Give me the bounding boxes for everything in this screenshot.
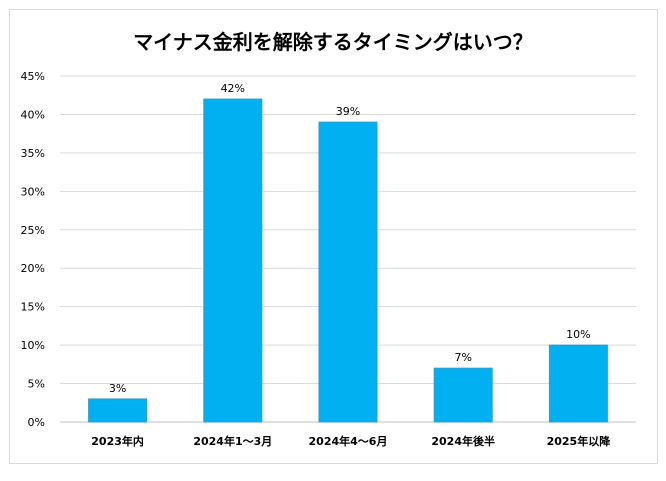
bar (433, 367, 493, 423)
x-tick-label: 2024年1～3月 (193, 434, 272, 448)
data-label: 3% (109, 382, 126, 395)
x-tick-label: 2024年4～6月 (309, 434, 388, 448)
chart-title: マイナス金利を解除するタイミングはいつ？ (133, 30, 533, 54)
data-label: 7% (454, 351, 471, 364)
y-tick-label: 45% (21, 70, 45, 83)
y-tick-label: 15% (21, 301, 45, 314)
x-tick-label: 2024年後半 (431, 434, 495, 448)
x-tick-label: 2025年以降 (547, 434, 612, 448)
bar (548, 344, 608, 423)
y-tick-label: 20% (21, 262, 45, 275)
data-label: 42% (221, 82, 245, 95)
y-tick-label: 5% (28, 378, 45, 391)
bar (88, 398, 148, 423)
bar (318, 121, 378, 423)
bar (203, 98, 263, 423)
y-tick-label: 25% (21, 224, 45, 237)
data-label: 39% (336, 105, 360, 118)
y-tick-label: 0% (28, 416, 45, 429)
y-tick-label: 40% (21, 108, 45, 121)
y-tick-label: 10% (21, 339, 45, 352)
data-label: 10% (566, 328, 590, 341)
y-tick-label: 30% (21, 185, 45, 198)
x-tick-label: 2023年内 (91, 434, 144, 448)
y-tick-label: 35% (21, 147, 45, 160)
